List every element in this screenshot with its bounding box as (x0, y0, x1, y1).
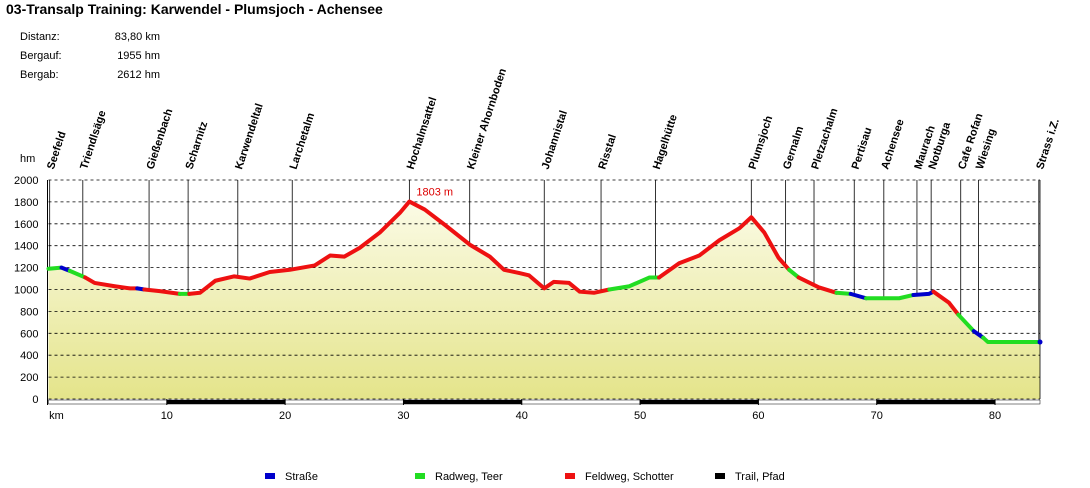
x-axis-label: km (49, 410, 64, 422)
profile-line (142, 287, 182, 296)
y-tick-label: 1800 (14, 197, 38, 209)
x-tick-label: 50 (634, 410, 646, 422)
legend-label: Straße (285, 471, 318, 483)
x-tick-label: 10 (161, 410, 173, 422)
x-tick-label: 20 (279, 410, 291, 422)
profile-line (956, 312, 976, 334)
scale-bar (166, 399, 286, 405)
waypoint-label: Triendlsäge (78, 109, 108, 171)
y-tick-label: 800 (20, 306, 38, 318)
waypoint-label: Pertisau (850, 126, 875, 171)
scale-bar (758, 399, 877, 405)
waypoint-label: Gernalm (781, 125, 806, 171)
profile-line (83, 275, 140, 291)
waypoint-label: Larchetalm (288, 111, 318, 171)
y-tick-label: 1400 (14, 241, 38, 253)
profile-line (67, 268, 88, 280)
waypoint-label: Seefeld (45, 130, 69, 171)
x-tick-label: 30 (397, 410, 409, 422)
y-tick-label: 400 (20, 350, 38, 362)
y-tick-label: 200 (20, 372, 38, 384)
profile-area (48, 201, 1040, 399)
waypoint-label: Pletzachalm (809, 107, 840, 171)
y-tick-label: 600 (20, 328, 38, 340)
stat-label: Distanz: (20, 31, 60, 43)
peak-annotation: 1803 m (416, 187, 453, 199)
waypoint-label: Hagelhütte (651, 113, 680, 171)
profile-line (981, 335, 1042, 345)
waypoint-label: Kleiner Ahornboden (465, 67, 509, 171)
legend-label: Radweg, Teer (435, 471, 503, 483)
waypoint-label: Scharnitz (184, 120, 211, 171)
profile-line (848, 291, 869, 301)
y-axis-label: hm (20, 153, 35, 165)
stat-value: 2612 hm (117, 69, 160, 81)
scale-bar (403, 399, 523, 405)
scale-bar (876, 399, 996, 405)
profile-line (834, 290, 853, 296)
profile-line (796, 275, 839, 295)
scale-bar (639, 399, 759, 405)
chart-title: 03-Transalp Training: Karwendel - Plumsj… (6, 1, 383, 17)
profile-line (607, 275, 662, 292)
waypoint-label: Hochalmsattel (405, 96, 440, 171)
profile-line (187, 199, 612, 296)
scale-bar (521, 399, 641, 405)
profile-line (787, 267, 801, 280)
legend-swatch (565, 473, 575, 479)
profile-line (46, 265, 64, 271)
stat-label: Bergauf: (20, 50, 62, 62)
y-tick-label: 2000 (14, 175, 38, 187)
legend-label: Trail, Pfad (735, 471, 785, 483)
scale-bar (48, 399, 168, 405)
waypoint-label: Strass i.Z. (1034, 117, 1062, 171)
waypoint-label: Gießenbach (145, 107, 176, 171)
profile-line (931, 289, 961, 317)
y-tick-label: 1600 (14, 219, 38, 231)
waypoint-label: Karwendeltal (233, 102, 266, 171)
x-tick-label: 70 (871, 410, 883, 422)
y-tick-label: 0 (32, 394, 38, 406)
waypoint-label: Johannistal (540, 109, 570, 171)
profile-line (657, 215, 792, 280)
y-tick-label: 1200 (14, 263, 38, 275)
x-tick-label: 80 (989, 410, 1001, 422)
y-tick-label: 1000 (14, 285, 38, 297)
x-tick-label: 40 (516, 410, 528, 422)
waypoint-label: Risstal (596, 133, 619, 171)
legend-swatch (715, 473, 725, 479)
end-point (1037, 339, 1043, 345)
profile-line (911, 289, 936, 297)
profile-line (864, 292, 916, 301)
waypoint-label: Plumsjoch (747, 114, 776, 171)
x-tick-label: 60 (752, 410, 764, 422)
scale-bar (284, 399, 404, 405)
legend-swatch (265, 473, 275, 479)
stat-label: Bergab: (20, 69, 59, 81)
scale-bar (994, 399, 1041, 405)
stat-value: 83,80 km (115, 31, 160, 43)
waypoint-label: Achensee (879, 118, 906, 171)
legend-swatch (415, 473, 425, 479)
legend-label: Feldweg, Schotter (585, 471, 674, 483)
stat-value: 1955 hm (117, 50, 160, 62)
